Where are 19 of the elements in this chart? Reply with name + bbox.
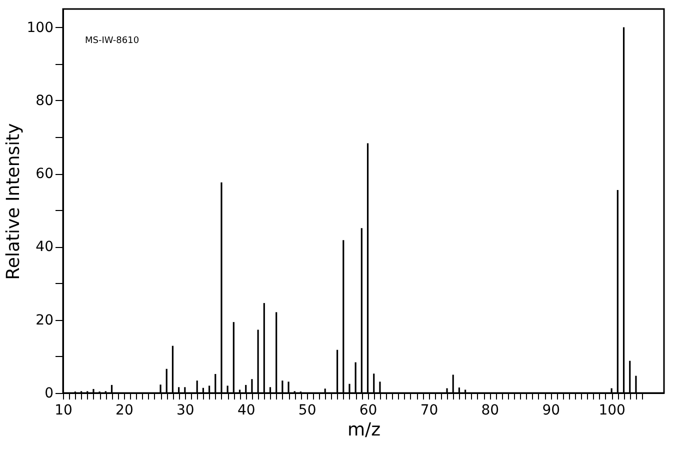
y-tick-label: 100 [26,20,54,36]
x-tick-label: 40 [237,402,256,418]
y-tick-label: 60 [36,166,54,182]
x-tick-label: 90 [542,402,560,418]
x-tick-label: 100 [598,402,626,418]
y-axis-title: Relative Intensity [2,122,24,280]
y-tick-label: 20 [36,312,54,328]
y-tick-label: 80 [36,92,54,109]
y-tick-label: 0 [44,386,54,402]
x-tick-label: 80 [481,402,500,418]
x-tick-label: 30 [176,402,194,418]
x-tick-label: 70 [420,402,438,418]
x-axis-title: m/z [347,420,381,440]
x-tick-label: 50 [298,402,316,418]
x-tick-label: 60 [359,402,378,418]
y-tick-label: 40 [36,239,54,256]
annotation: MS-IW-8610 [85,36,140,46]
x-tick-label: 10 [54,402,72,418]
x-tick-label: 20 [116,402,134,418]
